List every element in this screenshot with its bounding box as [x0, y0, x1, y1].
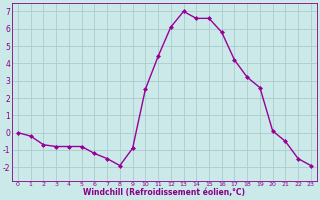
X-axis label: Windchill (Refroidissement éolien,°C): Windchill (Refroidissement éolien,°C) — [84, 188, 245, 197]
